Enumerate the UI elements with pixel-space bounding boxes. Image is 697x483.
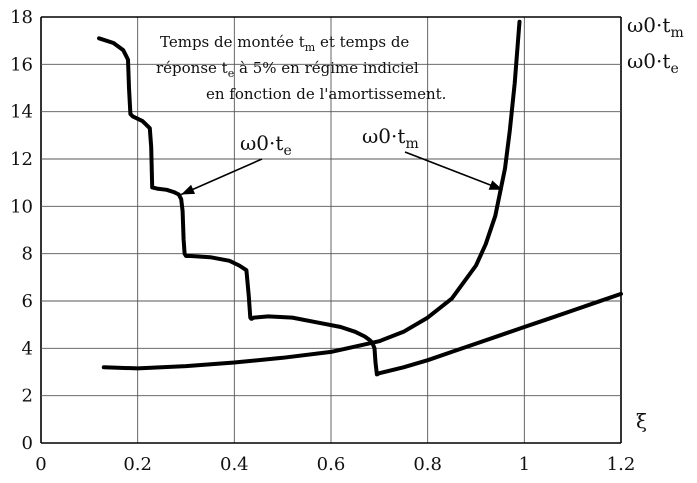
- title-line-1: Temps de montée tm et temps de: [160, 33, 409, 54]
- x-tick-label: 0.4: [220, 454, 249, 475]
- tick-labels: 0 0.2 0.4 0.6 0.8 1 1.2 0 2 4 6 8 10 12 14 16 18: [10, 7, 635, 475]
- grid: [40, 16, 622, 444]
- annotations: ω0·te ω0·tm: [180, 124, 503, 196]
- series-line-tm: [101, 19, 522, 371]
- y-tick-label: 16: [10, 54, 33, 75]
- y-tick-label: 14: [10, 102, 33, 123]
- y-tick-label: 6: [22, 291, 33, 312]
- annotation-arrow-line: [180, 158, 263, 196]
- title-line-3: en fonction de l'amortissement.: [206, 85, 446, 103]
- y-tick-label: 18: [10, 7, 33, 28]
- series-line-te: [97, 36, 623, 377]
- y-tick-label: 8: [22, 244, 33, 265]
- x-tick-label: 0.8: [413, 454, 442, 475]
- x-tick-label: 1: [519, 454, 530, 475]
- series-lines: [97, 19, 623, 377]
- y-axis-label-2: ω0·te: [627, 49, 679, 77]
- x-tick-label: 0.6: [317, 454, 346, 475]
- title-line-2: réponse te à 5% en régime indiciel: [156, 59, 419, 80]
- annotation-label-tm: ω0·tm: [362, 124, 419, 152]
- x-tick-label: 1.2: [607, 454, 636, 475]
- annotation-label-te: ω0·te: [240, 131, 292, 159]
- y-tick-label: 2: [22, 386, 33, 407]
- y-axis-label-1: ω0·tm: [627, 13, 684, 41]
- x-tick-label: 0: [35, 454, 46, 475]
- y-tick-label: 12: [10, 149, 33, 170]
- annotation-arrowhead: [181, 184, 196, 195]
- annotation-arrow-line: [404, 151, 503, 191]
- y-tick-label: 10: [10, 196, 33, 217]
- x-axis-label: ξ: [636, 409, 647, 433]
- annotation-arrowhead: [488, 180, 503, 190]
- x-tick-label: 0.2: [123, 454, 152, 475]
- y-tick-label: 4: [22, 338, 33, 359]
- y-tick-label: 0: [22, 433, 33, 454]
